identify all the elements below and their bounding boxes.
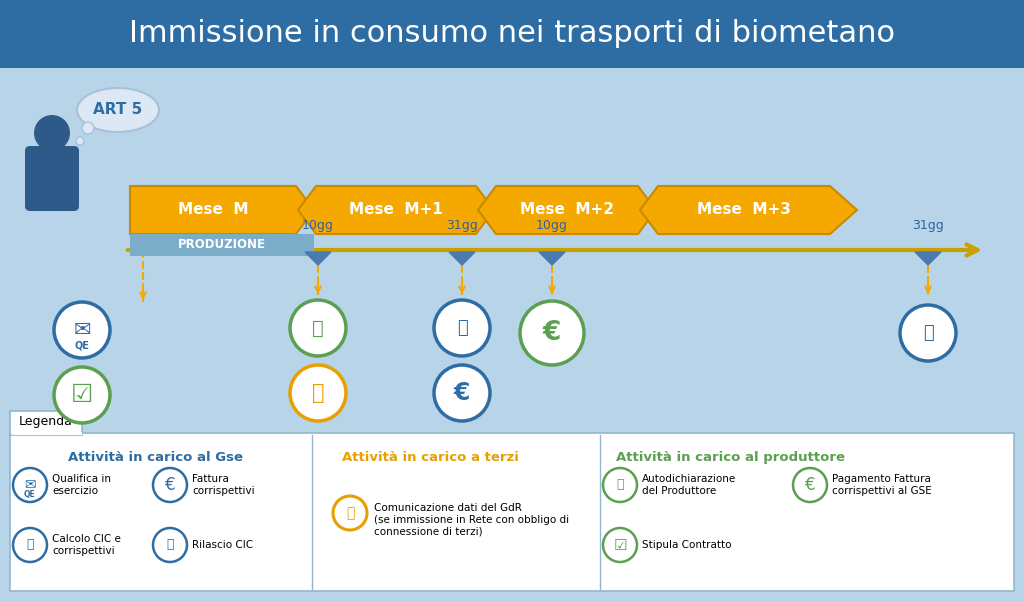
Text: Rilascio CIC: Rilascio CIC [193,540,253,550]
Text: 💬: 💬 [346,506,354,520]
Text: 🔑: 🔑 [166,538,174,552]
Text: Mese  M+3: Mese M+3 [697,203,791,218]
Circle shape [603,528,637,562]
Circle shape [900,305,956,361]
Text: 31gg: 31gg [912,219,944,232]
Text: QE: QE [75,341,89,351]
Text: €: € [165,476,175,494]
Polygon shape [305,252,331,265]
Polygon shape [640,186,857,234]
Text: 10gg: 10gg [536,219,568,232]
Text: 📊: 📊 [616,478,624,492]
Polygon shape [130,186,314,234]
Text: Attività in carico al produttore: Attività in carico al produttore [615,451,845,464]
Text: 📜: 📜 [923,324,933,342]
Text: €: € [543,320,561,346]
FancyBboxPatch shape [25,146,79,211]
Circle shape [434,300,490,356]
Circle shape [290,300,346,356]
Circle shape [34,115,70,151]
Text: Autodichiarazione
del Produttore: Autodichiarazione del Produttore [642,474,736,496]
Text: €: € [454,381,470,405]
Circle shape [54,367,110,423]
Text: Mese  M+1: Mese M+1 [349,203,442,218]
Text: Immissione in consumo nei trasporti di biometano: Immissione in consumo nei trasporti di b… [129,19,895,49]
Text: ART 5: ART 5 [93,103,142,118]
Circle shape [290,365,346,421]
Polygon shape [298,186,494,234]
Circle shape [153,468,187,502]
Circle shape [82,122,94,134]
FancyBboxPatch shape [8,76,1016,593]
Text: QE: QE [25,490,36,499]
Circle shape [333,496,367,530]
Polygon shape [915,252,941,265]
Text: Attività in carico al Gse: Attività in carico al Gse [68,451,243,464]
Text: ☑: ☑ [613,537,627,552]
Circle shape [13,528,47,562]
Text: Attività in carico a terzi: Attività in carico a terzi [342,451,518,464]
Text: Qualifica in
esercizio: Qualifica in esercizio [52,474,111,496]
Polygon shape [539,252,565,265]
Text: ☑: ☑ [71,383,93,407]
Text: Stipula Contratto: Stipula Contratto [642,540,731,550]
Text: Pagamento Fattura
corrispettivi al GSE: Pagamento Fattura corrispettivi al GSE [831,474,932,496]
Circle shape [520,301,584,365]
Text: ✉: ✉ [25,478,36,492]
Text: 🧮: 🧮 [27,538,34,552]
Text: Fattura
corrispettivi: Fattura corrispettivi [193,474,255,496]
Circle shape [76,137,84,145]
FancyBboxPatch shape [10,433,1014,591]
Text: 🧮: 🧮 [457,319,467,337]
FancyBboxPatch shape [12,432,82,435]
Circle shape [603,468,637,502]
Polygon shape [478,186,656,234]
Ellipse shape [77,88,159,132]
Polygon shape [449,252,475,265]
Circle shape [54,302,110,358]
Text: PRODUZIONE: PRODUZIONE [178,239,266,251]
Text: Mese  M+2: Mese M+2 [520,203,614,218]
FancyBboxPatch shape [10,411,82,435]
FancyBboxPatch shape [0,0,1024,68]
Text: Mese  M: Mese M [178,203,248,218]
Text: Legenda: Legenda [19,415,73,429]
Circle shape [13,468,47,502]
Text: 10gg: 10gg [302,219,334,232]
Text: 31gg: 31gg [446,219,478,232]
Text: Calcolo CIC e
corrispettivi: Calcolo CIC e corrispettivi [52,534,121,556]
Text: 📊: 📊 [312,319,324,338]
Circle shape [793,468,827,502]
FancyBboxPatch shape [130,234,314,256]
Circle shape [153,528,187,562]
Text: €: € [805,476,815,494]
Text: 💬: 💬 [311,383,325,403]
Circle shape [434,365,490,421]
Text: Comunicazione dati del GdR
(se immissione in Rete con obbligo di
connessione di : Comunicazione dati del GdR (se immission… [374,503,569,536]
Text: ✉: ✉ [74,320,91,340]
